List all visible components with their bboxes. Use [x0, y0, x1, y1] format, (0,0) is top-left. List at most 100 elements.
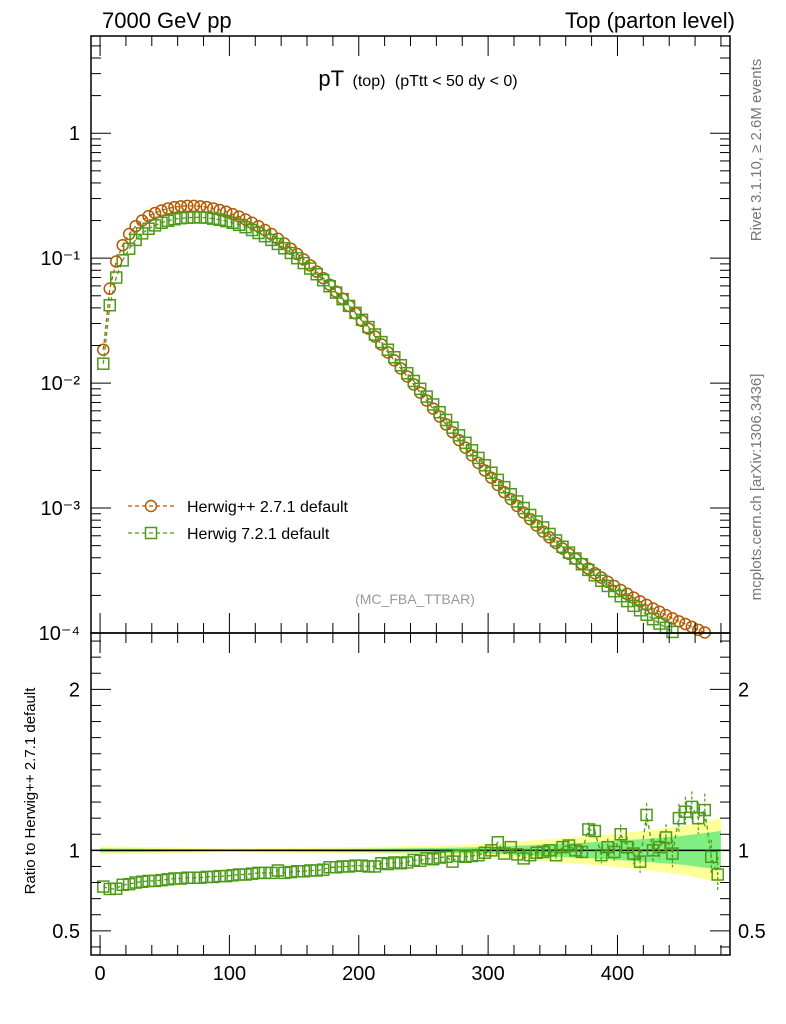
ratio-point	[194, 871, 207, 884]
ratio-point	[252, 866, 265, 880]
series-1-point	[116, 254, 129, 267]
ratio-ticks	[91, 633, 730, 955]
series-1-point	[129, 233, 142, 247]
ratio-point	[116, 878, 129, 892]
ratio-point	[161, 873, 175, 886]
series-1-point	[459, 436, 472, 450]
ratio-point	[232, 868, 246, 881]
series-1-point	[258, 229, 272, 243]
series-1-point	[135, 227, 149, 240]
series-1-point	[478, 459, 492, 472]
series-1-point	[355, 313, 369, 327]
ratio-point	[168, 872, 181, 885]
series-0-point	[219, 205, 233, 219]
ratio-point	[388, 856, 401, 869]
ratio-point	[297, 865, 311, 878]
series-1-point	[226, 216, 239, 230]
ratio-point	[394, 856, 408, 870]
ratio-point	[219, 869, 233, 883]
title-cut: (pTtt < 50 dy < 0)	[395, 73, 518, 90]
ratio-point	[556, 840, 569, 854]
ratio-point	[407, 853, 420, 867]
ratio-point	[452, 849, 466, 863]
series-1-point	[472, 451, 485, 465]
ratio-point	[342, 860, 356, 873]
series-0-point	[685, 620, 699, 634]
main-title: pT (top) (pTtt < 50 dy < 0)	[318, 66, 517, 91]
ratio-point	[575, 845, 589, 859]
ratio-point	[368, 860, 382, 873]
x-tick-label: 0	[94, 963, 105, 985]
series-0-point	[627, 591, 640, 604]
series-1-point	[394, 358, 408, 372]
series-1-point	[148, 219, 162, 232]
ratio-point	[510, 848, 524, 861]
ratio-point	[420, 852, 433, 865]
ratio-point	[472, 848, 485, 862]
series-0-point	[692, 623, 705, 637]
series-1-point	[504, 487, 517, 501]
series-1-point	[349, 306, 362, 320]
legend: Herwig++ 2.7.1 default Herwig 7.2.1 defa…	[128, 499, 349, 543]
series-1-point	[142, 222, 155, 235]
ratio-point	[284, 865, 298, 879]
ratio-point	[181, 871, 194, 884]
series-0-point	[666, 612, 679, 625]
ratio-point	[582, 823, 595, 836]
series-0-point	[252, 220, 265, 233]
series-0-point	[168, 200, 181, 214]
series-1-point	[181, 211, 194, 224]
series-1-point	[245, 223, 259, 237]
ratio-point	[316, 863, 330, 876]
ratio-point	[265, 866, 278, 880]
series-line-1	[102, 216, 673, 633]
main-data-layer	[97, 199, 712, 639]
ratio-point	[109, 882, 123, 895]
ratio-point	[498, 847, 511, 860]
ratio-point	[640, 808, 653, 822]
x-tick-label: 100	[213, 963, 246, 985]
ratio-point	[349, 859, 362, 872]
series-1-point	[627, 599, 640, 613]
series-1-point	[342, 299, 356, 313]
series-1-point	[265, 233, 278, 247]
ratio-point	[278, 866, 291, 880]
ratio-point	[692, 811, 705, 825]
ratio-point	[465, 849, 479, 863]
ratio-point	[323, 861, 336, 874]
series-1-point	[517, 501, 530, 515]
series-0-point	[161, 202, 175, 215]
ratio-point	[607, 845, 621, 859]
legend-label-herwig7: Herwig 7.2.1 default	[187, 526, 330, 543]
ratio-point	[536, 845, 550, 859]
ratio-point	[711, 868, 724, 881]
main-y-tick-label: 10⁻²	[41, 373, 81, 395]
ratio-frame	[90, 632, 731, 956]
series-1-point	[446, 421, 459, 434]
ratio-point	[103, 882, 117, 896]
ratio-point	[569, 844, 582, 857]
ratio-point	[633, 855, 647, 868]
rivet-version-label: Rivet 3.1.10, ≥ 2.6M events	[748, 59, 765, 242]
main-y-tick-labels: 1 10⁻¹ 10⁻² 10⁻³ 10⁻⁴	[39, 123, 81, 645]
ratio-point	[213, 869, 226, 883]
ratio-point	[129, 876, 142, 889]
ratio-panel: 0.5 0.5 1 1 2 2 0 100 200 300 400 Ratio to Herwig…	[22, 632, 766, 985]
ratio-y-tick-label-left: 1	[69, 840, 80, 862]
series-1-point	[362, 320, 375, 334]
series-1-point	[413, 382, 427, 396]
series-0-point	[679, 617, 692, 631]
ratio-point	[653, 840, 666, 854]
main-ticks	[91, 35, 730, 634]
series-1-point	[174, 211, 188, 225]
ratio-point	[666, 847, 679, 860]
series-1-point	[375, 335, 388, 349]
series-0-point	[155, 204, 168, 217]
series-1-point	[452, 429, 466, 442]
series-1-point	[439, 413, 453, 427]
series-1-point	[122, 242, 136, 255]
series-1-point	[407, 374, 420, 388]
series-1-point	[666, 625, 679, 639]
series-0-point	[672, 615, 686, 628]
series-0-point	[659, 608, 673, 622]
